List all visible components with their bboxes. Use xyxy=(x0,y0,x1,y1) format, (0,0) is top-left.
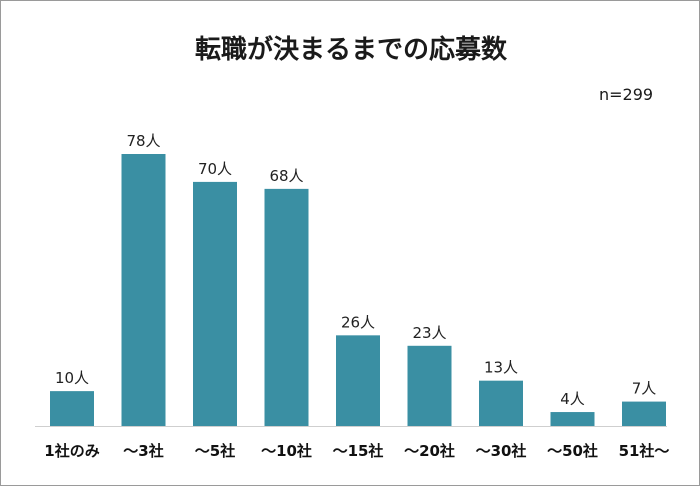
chart-title: 転職が決まるまでの応募数 xyxy=(194,35,507,65)
category-label-5: ～15社 xyxy=(333,442,384,460)
category-label-1: 1社のみ xyxy=(44,442,99,460)
bar-8 xyxy=(550,412,595,426)
data-label-7: 13人 xyxy=(484,359,518,377)
bar-7 xyxy=(479,380,523,426)
sample-size-note: n=299 xyxy=(599,85,654,104)
category-label-3: ～5社 xyxy=(195,442,235,460)
data-label-1: 10人 xyxy=(55,369,89,387)
category-label-6: ～20社 xyxy=(404,442,455,460)
category-label-4: ～10社 xyxy=(261,442,312,460)
data-label-4: 68人 xyxy=(269,167,303,185)
bar-9 xyxy=(622,401,666,426)
bar-3 xyxy=(193,181,237,426)
bar-5 xyxy=(336,335,380,426)
category-label-9: 51社～ xyxy=(619,442,670,460)
data-label-8: 4人 xyxy=(560,390,585,408)
bar-1 xyxy=(50,391,94,426)
bar-6 xyxy=(407,345,452,426)
data-label-5: 26人 xyxy=(341,313,375,331)
data-label-2: 78人 xyxy=(126,132,160,150)
category-label-7: ～30社 xyxy=(476,442,527,460)
category-label-8: ～50社 xyxy=(547,442,598,460)
data-label-6: 23人 xyxy=(412,324,446,342)
category-label-2: ～3社 xyxy=(123,442,163,460)
bar-4 xyxy=(264,188,309,426)
bar-2 xyxy=(121,154,166,426)
data-label-9: 7人 xyxy=(632,380,657,398)
data-label-3: 70人 xyxy=(198,160,232,178)
